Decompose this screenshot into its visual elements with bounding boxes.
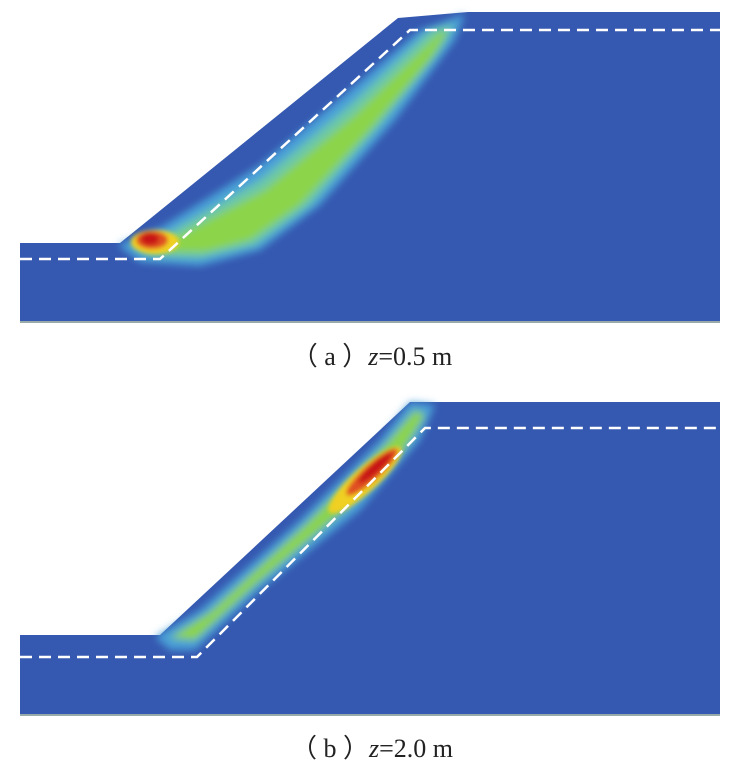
panel-a-plot	[20, 12, 720, 323]
slip-surface	[20, 426, 720, 659]
contour-peak	[131, 230, 179, 254]
panel-label: （ a ）	[291, 342, 369, 371]
caption-b: （ b ）z=2.0 m	[0, 728, 744, 765]
contour-peak	[328, 446, 402, 514]
value: =2.0 m	[379, 734, 454, 763]
panel-b-plot	[20, 402, 720, 716]
slip-surface	[20, 28, 720, 261]
value: =0.5 m	[378, 342, 453, 371]
slope-body	[20, 402, 720, 715]
variable: z	[368, 342, 379, 371]
caption-a: （ a ）z=0.5 m	[0, 336, 744, 373]
contour-band	[155, 402, 435, 650]
variable: z	[369, 734, 380, 763]
slope-body	[20, 12, 720, 322]
contour-band	[118, 14, 465, 266]
panel-label: （ b ）	[290, 734, 369, 763]
